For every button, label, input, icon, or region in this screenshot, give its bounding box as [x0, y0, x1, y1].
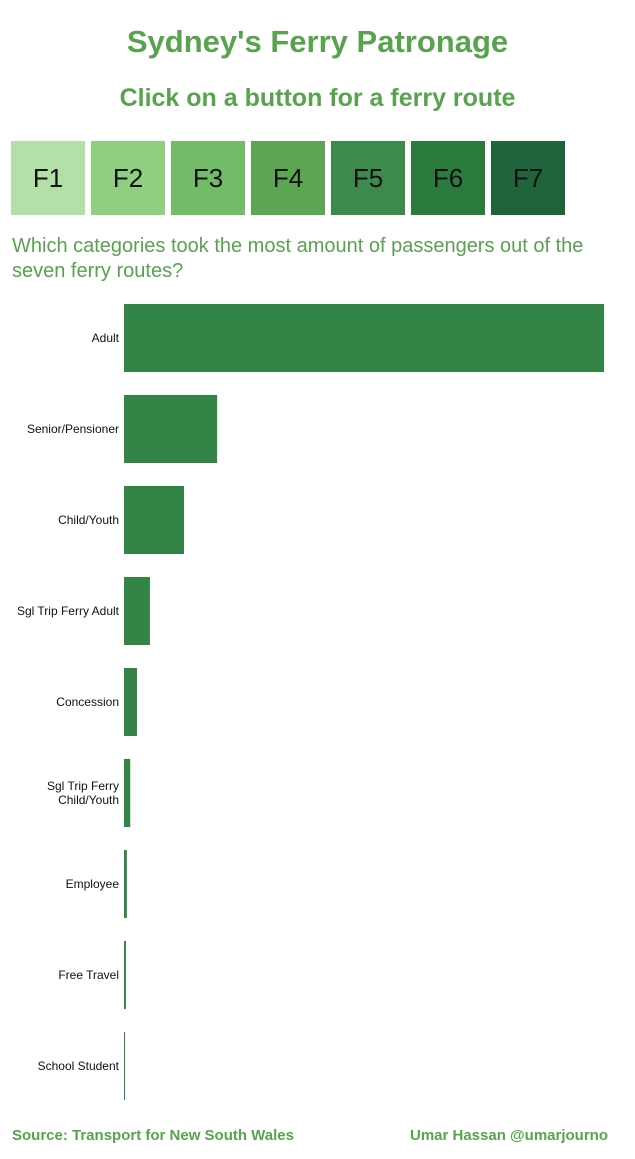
bar-1	[124, 395, 218, 463]
category-label-3: Sgl Trip Ferry Adult	[17, 604, 120, 618]
route-button-f1[interactable]: F1	[11, 141, 85, 215]
bar-8	[124, 1032, 125, 1100]
category-label-5-line-1: Child/Youth	[58, 793, 119, 807]
bar-3	[124, 577, 150, 645]
route-button-f6[interactable]: F6	[411, 141, 485, 215]
footer-source: Source: Transport for New South Wales	[12, 1127, 294, 1144]
bar-4	[124, 668, 137, 736]
route-button-f3[interactable]: F3	[171, 141, 245, 215]
category-label-8: School Student	[38, 1059, 120, 1073]
page-subtitle: Click on a button for a ferry route	[119, 84, 516, 112]
footer-author: Umar Hassan @umarjourno	[409, 1127, 608, 1144]
bar-7	[124, 941, 126, 1009]
route-button-f5[interactable]: F5	[331, 141, 405, 215]
category-label-5-line-0: Sgl Trip Ferry	[47, 779, 119, 793]
category-label-0: Adult	[92, 331, 120, 345]
bar-6	[124, 850, 127, 918]
category-label-1: Senior/Pensioner	[27, 422, 119, 436]
category-label-7: Free Travel	[58, 968, 119, 982]
route-button-f4[interactable]: F4	[251, 141, 325, 215]
chart-question: Which categories took the most amount of…	[12, 235, 584, 282]
bar-0	[124, 304, 604, 372]
page-title: Sydney's Ferry Patronage	[126, 24, 509, 59]
route-button-f2[interactable]: F2	[91, 141, 165, 215]
category-label-4: Concession	[56, 695, 119, 709]
bar-5	[124, 759, 131, 827]
category-label-6: Employee	[66, 877, 120, 891]
bar-2	[124, 486, 184, 554]
category-label-2: Child/Youth	[58, 513, 119, 527]
route-button-f7[interactable]: F7	[491, 141, 565, 215]
